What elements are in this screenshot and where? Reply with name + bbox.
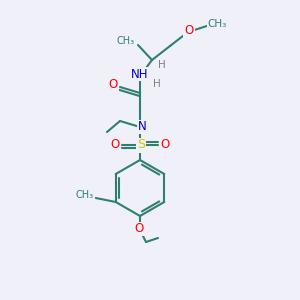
Text: N: N — [138, 121, 146, 134]
Text: NH: NH — [131, 68, 149, 80]
Text: O: O — [108, 79, 118, 92]
Text: H: H — [153, 79, 161, 89]
Text: O: O — [134, 223, 144, 236]
Text: CH₃: CH₃ — [76, 190, 94, 200]
Text: O: O — [184, 23, 194, 37]
Text: O: O — [160, 137, 169, 151]
Text: CH₃: CH₃ — [207, 19, 226, 29]
Text: S: S — [137, 139, 145, 152]
Text: O: O — [110, 137, 120, 151]
Text: CH₃: CH₃ — [117, 36, 135, 46]
Text: H: H — [158, 60, 166, 70]
